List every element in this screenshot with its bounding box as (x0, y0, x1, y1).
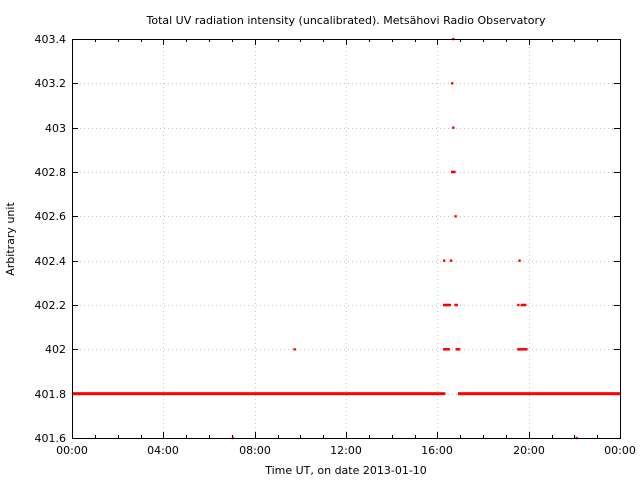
data-point (450, 82, 454, 85)
y-axis-label: Arbitrary unit (4, 202, 17, 276)
data-point (452, 126, 455, 129)
data-point (524, 303, 527, 307)
data-point (442, 259, 446, 262)
data-point (454, 215, 457, 218)
data-point (455, 303, 458, 307)
y-tick-label: 402.8 (35, 166, 67, 179)
y-tick-label: 401.6 (35, 432, 67, 445)
y-tick-label: 403 (45, 122, 66, 135)
data-point (525, 348, 528, 351)
x-tick-label: 12:00 (330, 444, 362, 457)
baseline-data-run (457, 392, 620, 396)
x-tick-label: 16:00 (421, 444, 453, 457)
data-point (517, 303, 520, 307)
data-point (457, 348, 461, 351)
x-tick-label: 00:00 (56, 444, 88, 457)
baseline-data-run (72, 392, 446, 396)
grid-lines (72, 39, 620, 438)
axis-ticks (72, 39, 621, 439)
x-tick-label: 00:00 (604, 444, 636, 457)
y-tick-label: 401.8 (35, 388, 67, 401)
x-tick-label: 20:00 (513, 444, 545, 457)
data-point (518, 259, 521, 262)
tick-labels: 401.6 401.8 402 402.2 402.4 402.6 402.8 403 403.… (35, 33, 636, 457)
data-point (448, 303, 452, 307)
y-tick-label: 402.4 (35, 255, 67, 268)
y-tick-label: 402 (45, 343, 66, 356)
chart-title: Total UV radiation intensity (uncalibrat… (146, 14, 546, 27)
data-point (453, 170, 456, 174)
y-tick-label: 402.6 (35, 210, 67, 223)
y-tick-label: 403.4 (35, 33, 67, 46)
data-point (293, 348, 296, 351)
y-tick-label: 403.2 (35, 77, 67, 90)
plot-frame (72, 39, 621, 439)
x-axis-label: Time UT, on date 2013-01-10 (264, 464, 427, 477)
data-point (449, 259, 453, 262)
data-points (72, 37, 620, 440)
x-tick-label: 04:00 (147, 444, 179, 457)
y-tick-label: 402.2 (35, 299, 67, 312)
x-tick-label: 08:00 (239, 444, 271, 457)
data-point (447, 348, 450, 351)
